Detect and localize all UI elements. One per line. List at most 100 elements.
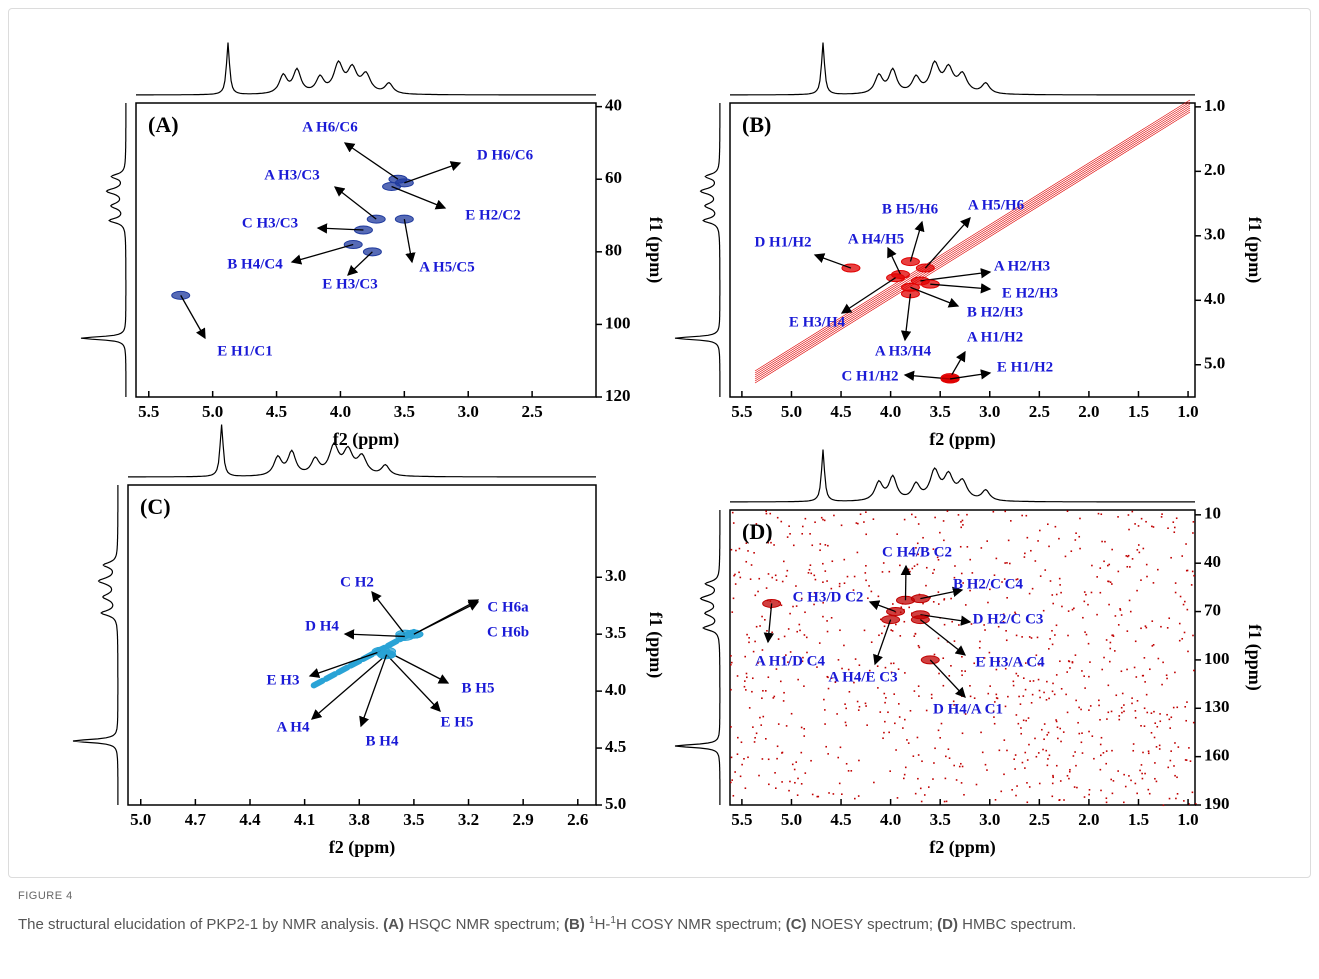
- noise-dot: [838, 585, 841, 588]
- noise-dot: [911, 567, 914, 570]
- noise-dot: [959, 545, 962, 548]
- noise-dot: [863, 629, 866, 632]
- noise-dot: [824, 570, 827, 572]
- noise-dot: [767, 573, 770, 575]
- annotation-arrow: [900, 293, 912, 342]
- noise-dot: [757, 590, 759, 593]
- noise-dot: [1067, 634, 1069, 637]
- noise-dot: [927, 786, 930, 788]
- x-tick-label: 3.0: [979, 810, 1000, 829]
- noise-dot: [1013, 758, 1015, 761]
- noise-dot: [1173, 526, 1176, 529]
- noise-dot: [1190, 584, 1193, 586]
- noise-dot: [910, 513, 913, 516]
- noise-dot: [1006, 562, 1008, 564]
- noise-dot: [730, 661, 733, 664]
- noise-dot: [1146, 575, 1148, 578]
- noise-dot: [900, 606, 903, 609]
- noise-dot: [895, 623, 897, 626]
- x-tick-label: 3.8: [349, 810, 370, 829]
- x-tick-label: 3.5: [930, 810, 951, 829]
- noise-dot: [939, 736, 941, 739]
- noise-dot: [1087, 603, 1089, 606]
- noise-dot: [760, 724, 763, 726]
- noise-dot: [930, 693, 933, 696]
- noise-dot: [963, 793, 965, 796]
- noise-dot: [989, 685, 991, 687]
- noise-dot: [1051, 690, 1054, 693]
- noise-dot: [744, 680, 746, 682]
- noise-dot: [917, 553, 919, 556]
- peak-annotation: A H1/H2: [967, 329, 1023, 345]
- noise-dot: [1159, 713, 1161, 715]
- noise-dot: [872, 518, 875, 520]
- noise-dot: [1079, 547, 1081, 550]
- noise-dot: [1058, 537, 1060, 540]
- noise-dot: [781, 752, 783, 754]
- noise-dot: [913, 690, 916, 692]
- noise-dot: [880, 618, 882, 621]
- noise-dot: [850, 770, 853, 772]
- noise-dot: [807, 572, 810, 574]
- noise-dot: [771, 631, 773, 634]
- noise-dot: [1158, 748, 1161, 750]
- noise-dot: [1027, 717, 1030, 719]
- peak-annotation: D H2/C C3: [973, 611, 1044, 627]
- annotation-arrow: [404, 161, 462, 184]
- noise-dot: [1053, 693, 1056, 696]
- noise-dot: [937, 637, 940, 640]
- noise-dot: [1172, 706, 1175, 709]
- noise-dot: [847, 770, 850, 772]
- noise-dot: [944, 777, 947, 780]
- noise-dot: [765, 738, 767, 740]
- noise-dot: [888, 570, 891, 573]
- noise-dot: [1075, 764, 1077, 767]
- noise-dot: [947, 748, 950, 751]
- noise-dot: [1141, 777, 1144, 780]
- noise-dot: [1100, 736, 1103, 739]
- noise-dot: [1141, 772, 1143, 775]
- noise-dot: [934, 516, 936, 519]
- noise-dot: [1066, 510, 1069, 513]
- noise-dot: [930, 697, 933, 699]
- x-tick-label: 4.5: [266, 402, 287, 421]
- noise-dot: [1006, 749, 1008, 752]
- noise-dot: [1059, 780, 1062, 782]
- noise-dot: [914, 792, 917, 795]
- noise-dot: [1141, 674, 1144, 677]
- noise-dot: [734, 771, 736, 773]
- noise-dot: [903, 518, 906, 521]
- noise-dot: [883, 692, 886, 695]
- diagonal-contour: [754, 103, 1191, 376]
- noise-dot: [771, 576, 774, 579]
- noise-dot: [730, 655, 732, 657]
- noise-dot: [1126, 565, 1129, 568]
- noise-dot: [882, 737, 884, 740]
- peak-annotation: D H4: [305, 618, 339, 634]
- noise-dot: [1089, 705, 1092, 707]
- noise-dot: [1069, 768, 1071, 771]
- noise-dot: [826, 620, 828, 622]
- noise-dot: [996, 697, 999, 700]
- noise-dot: [783, 691, 785, 694]
- x-tick-label: 2.9: [513, 810, 534, 829]
- noise-dot: [1007, 539, 1010, 542]
- noise-dot: [1126, 555, 1129, 558]
- noise-dot: [889, 770, 891, 772]
- noise-dot: [1084, 687, 1086, 689]
- noise-dot: [995, 668, 998, 671]
- noise-dot: [745, 689, 747, 691]
- annotation-arrow: [386, 650, 450, 684]
- x-tick-label: 4.7: [185, 810, 207, 829]
- noise-dot: [817, 795, 820, 798]
- noise-dot: [780, 520, 783, 523]
- x-axis-title: f2 (ppm): [329, 837, 396, 858]
- noise-dot: [751, 677, 754, 680]
- caption-segment: (A): [383, 916, 404, 933]
- noise-dot: [1030, 701, 1033, 704]
- annotation-arrow: [413, 601, 480, 635]
- noise-dot: [1099, 718, 1101, 721]
- noise-dot: [816, 795, 819, 798]
- noise-dot: [748, 707, 751, 709]
- noise-dot: [852, 589, 855, 591]
